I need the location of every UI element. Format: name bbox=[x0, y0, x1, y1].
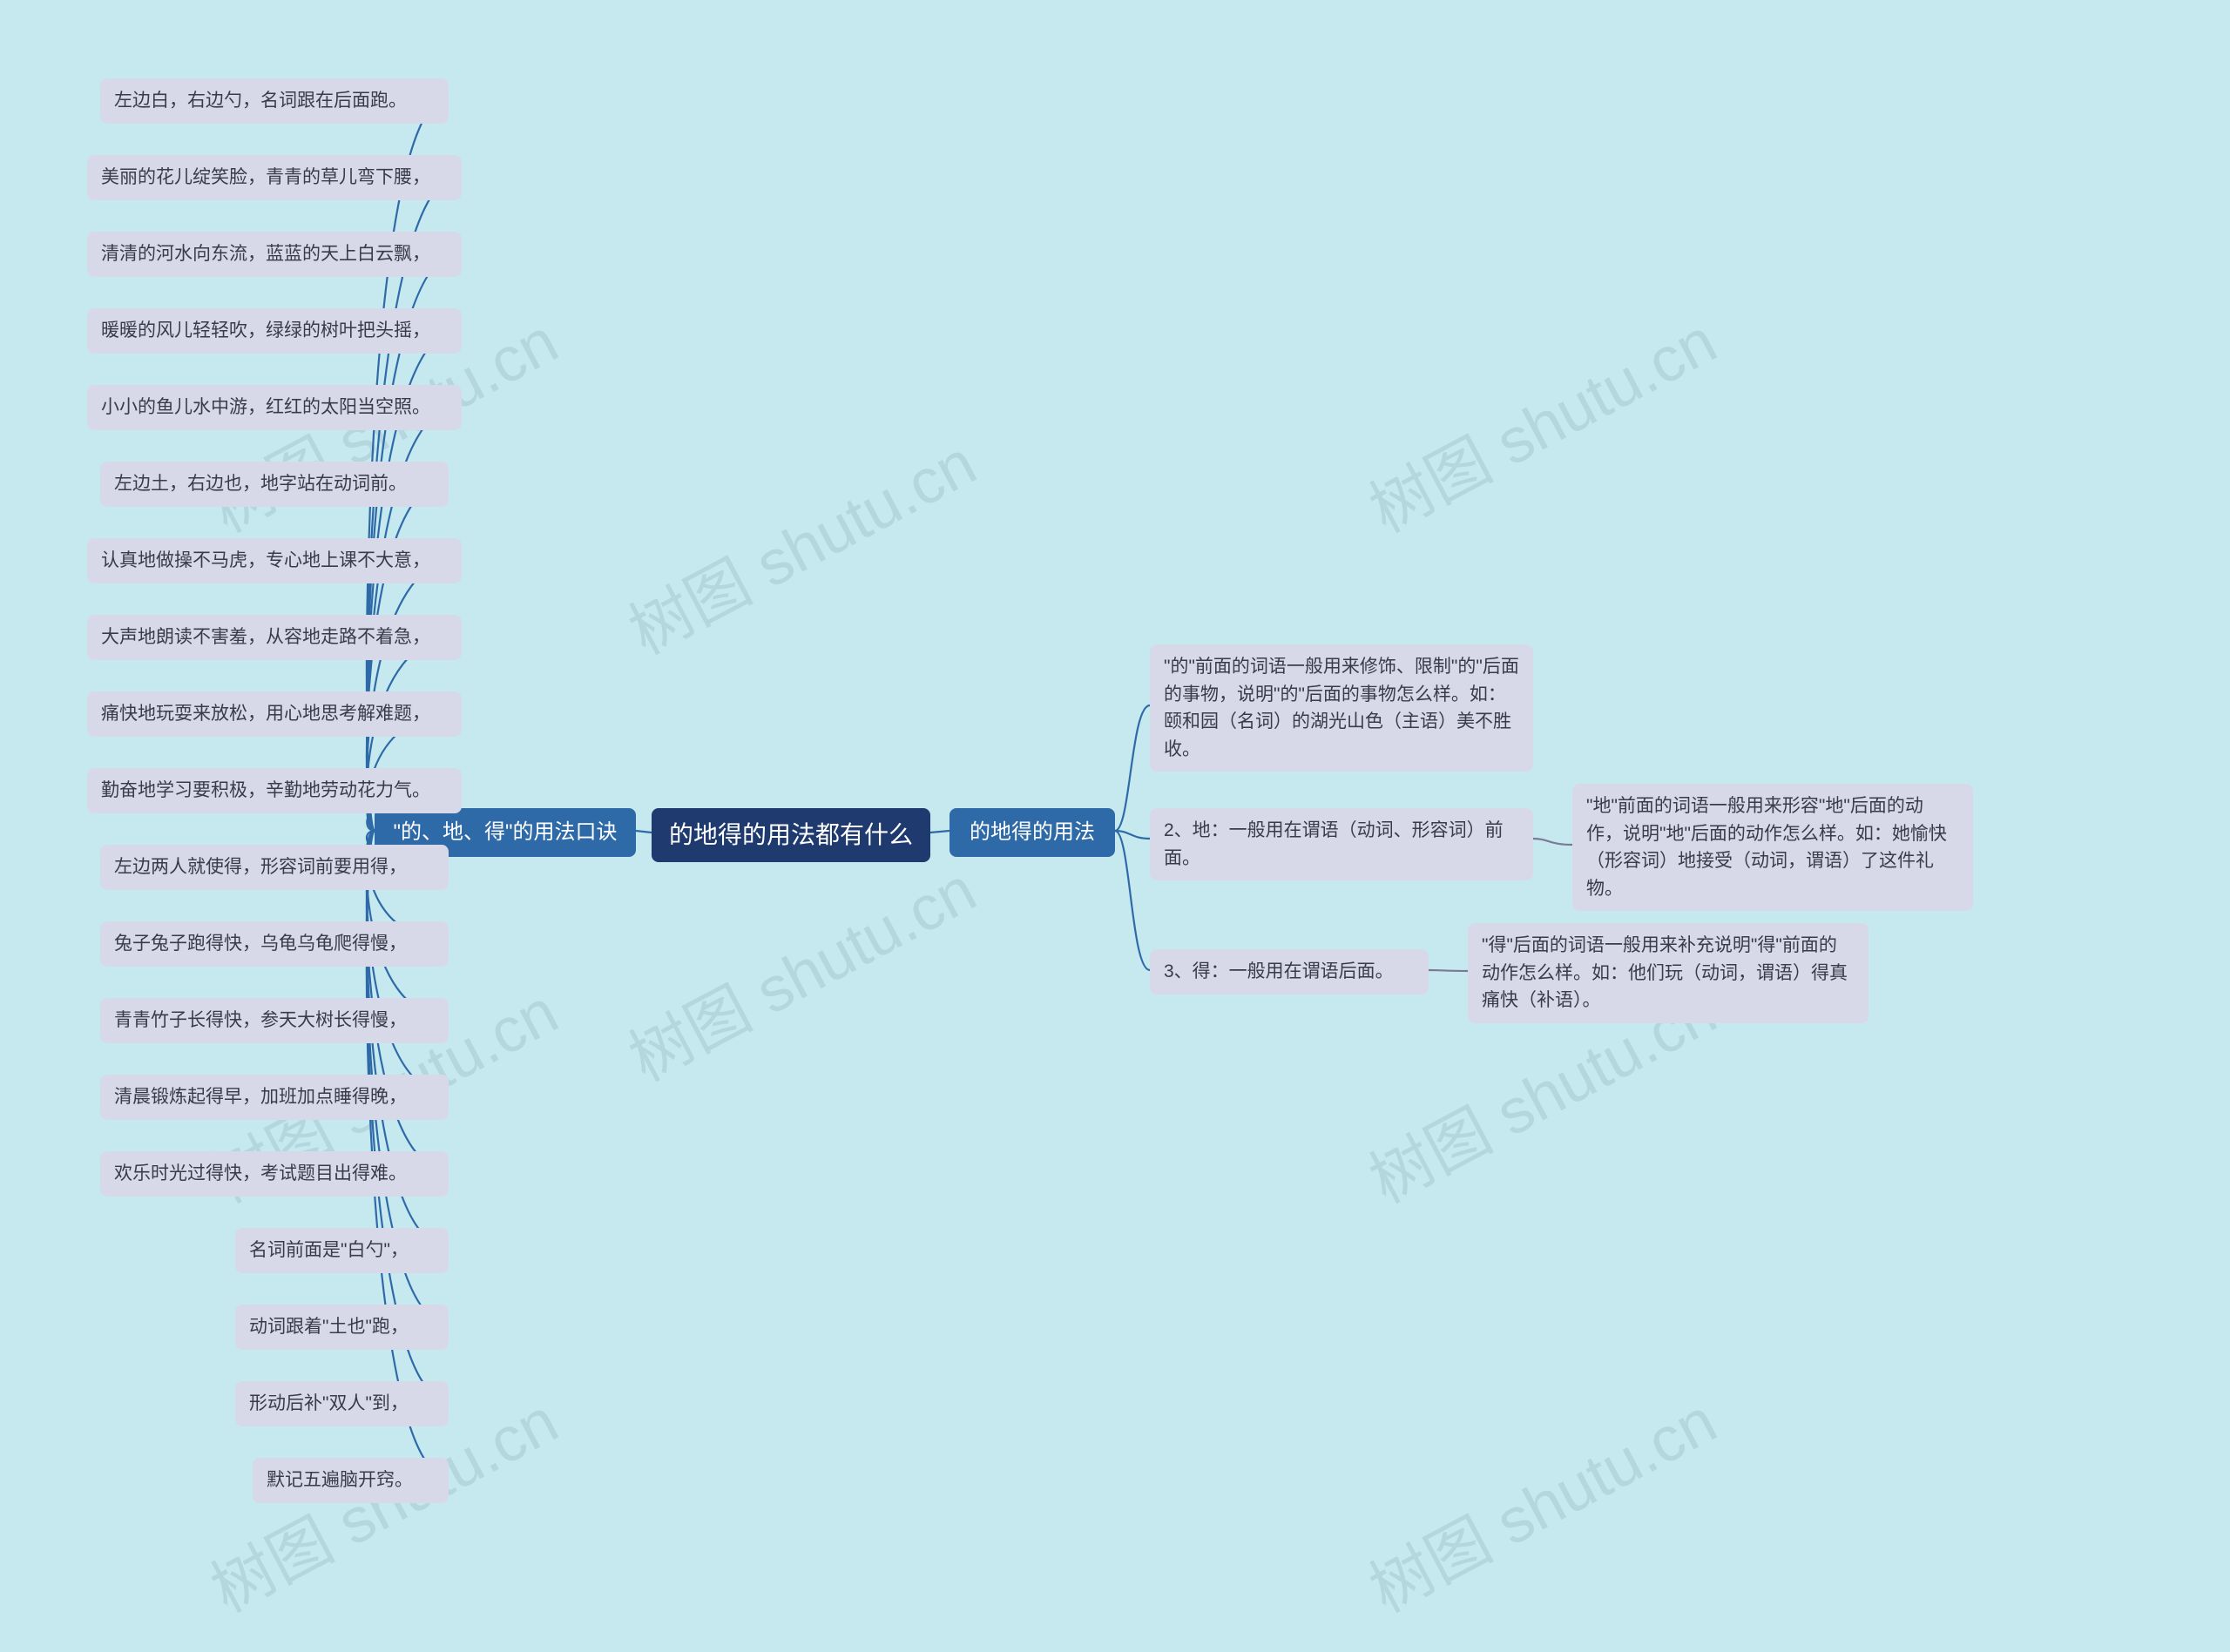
right-leaf-2: 3、得：一般用在谓语后面。 bbox=[1150, 949, 1429, 995]
right-leaf-1-0: "地"前面的词语一般用来形容"地"后面的动作，说明"地"后面的动作怎么样。如：她… bbox=[1572, 784, 1973, 911]
left-leaf-7: 大声地朗读不害羞，从容地走路不着急， bbox=[87, 615, 462, 660]
root-node: 的地得的用法都有什么 bbox=[652, 808, 930, 862]
watermark: 树图 shutu.cn bbox=[1351, 1371, 1729, 1629]
right-branch-node: 的地得的用法 bbox=[949, 808, 1115, 857]
left-leaf-13: 清晨锻炼起得早，加班加点睡得晚， bbox=[100, 1075, 449, 1120]
left-leaf-18: 默记五遍脑开窍。 bbox=[253, 1458, 449, 1503]
right-leaf-0: "的"前面的词语一般用来修饰、限制"的"后面的事物，说明"的"后面的事物怎么样。… bbox=[1150, 644, 1533, 772]
left-leaf-1: 美丽的花儿绽笑脸，青青的草儿弯下腰， bbox=[87, 155, 462, 200]
left-leaf-10: 左边两人就使得，形容词前要用得， bbox=[100, 845, 449, 890]
right-leaf-1: 2、地：一般用在谓语（动词、形容词）前面。 bbox=[1150, 808, 1533, 880]
mindmap-canvas: 树图 shutu.cn 树图 shutu.cn 树图 shutu.cn 树图 shut… bbox=[0, 0, 2230, 1652]
watermark: 树图 shutu.cn bbox=[611, 839, 989, 1098]
left-leaf-16: 动词跟着"土也"跑， bbox=[235, 1305, 449, 1350]
left-leaf-17: 形动后补"双人"到， bbox=[235, 1381, 449, 1426]
watermark: 树图 shutu.cn bbox=[1351, 291, 1729, 550]
left-leaf-0: 左边白，右边勺，名词跟在后面跑。 bbox=[100, 78, 449, 124]
left-leaf-3: 暖暖的风儿轻轻吹，绿绿的树叶把头摇， bbox=[87, 308, 462, 354]
left-leaf-8: 痛快地玩耍来放松，用心地思考解难题， bbox=[87, 691, 462, 737]
left-leaf-11: 兔子兔子跑得快，乌龟乌龟爬得慢， bbox=[100, 921, 449, 967]
left-leaf-5: 左边土，右边也，地字站在动词前。 bbox=[100, 462, 449, 507]
left-leaf-12: 青青竹子长得快，参天大树长得慢， bbox=[100, 998, 449, 1043]
left-leaf-9: 勤奋地学习要积极，辛勤地劳动花力气。 bbox=[87, 768, 462, 813]
left-leaf-4: 小小的鱼儿水中游，红红的太阳当空照。 bbox=[87, 385, 462, 430]
left-leaf-14: 欢乐时光过得快，考试题目出得难。 bbox=[100, 1151, 449, 1197]
right-leaf-2-0: "得"后面的词语一般用来补充说明"得"前面的动作怎么样。如：他们玩（动词，谓语）… bbox=[1468, 923, 1868, 1023]
watermark: 树图 shutu.cn bbox=[611, 413, 989, 671]
left-leaf-2: 清清的河水向东流，蓝蓝的天上白云飘， bbox=[87, 232, 462, 277]
left-leaf-6: 认真地做操不马虎，专心地上课不大意， bbox=[87, 538, 462, 583]
left-leaf-15: 名词前面是"白勺"， bbox=[235, 1228, 449, 1273]
